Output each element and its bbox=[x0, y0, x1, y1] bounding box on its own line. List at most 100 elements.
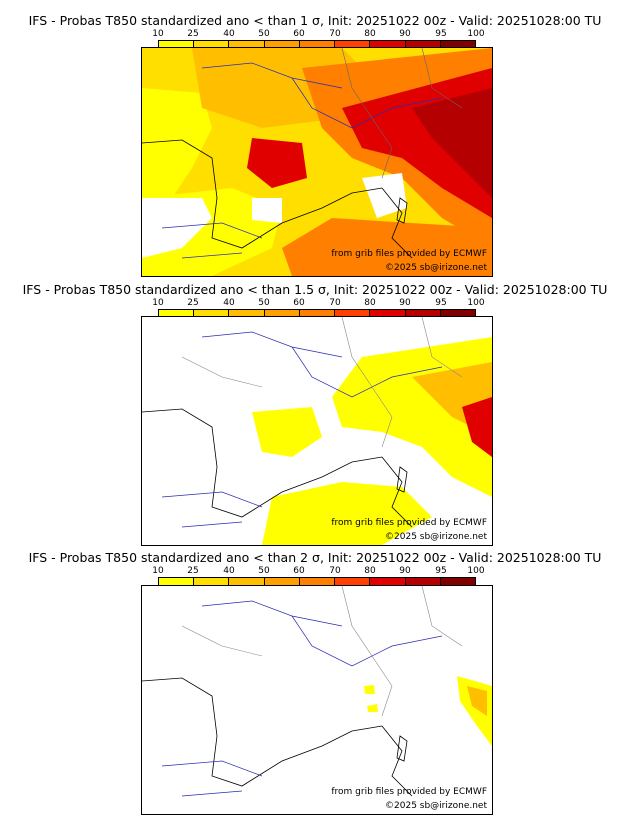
map-field bbox=[142, 586, 492, 814]
colorbar-tick: 25 bbox=[187, 566, 199, 576]
colorbar-tick: 70 bbox=[329, 29, 341, 39]
colorbar-tick: 95 bbox=[435, 298, 447, 308]
credit-source: from grib files provided by ECMWF bbox=[331, 518, 487, 528]
map-panel-1-5sigma: IFS - Probas T850 standardized ano < tha… bbox=[0, 283, 630, 553]
colorbar: 10 25 40 50 60 70 80 90 95 100 bbox=[152, 298, 485, 325]
panel-title: IFS - Probas T850 standardized ano < tha… bbox=[28, 550, 602, 565]
colorbar-swatch bbox=[440, 41, 475, 49]
colorbar-tick: 25 bbox=[187, 298, 199, 308]
map-panel-1sigma: IFS - Probas T850 standardized ano < tha… bbox=[0, 14, 630, 284]
borders bbox=[181, 586, 463, 717]
colorbar-tick: 70 bbox=[329, 298, 341, 308]
borders bbox=[341, 48, 463, 179]
colorbar-swatches bbox=[158, 309, 476, 319]
colorbar-tick: 95 bbox=[435, 566, 447, 576]
map-field bbox=[142, 48, 492, 276]
credit-source: from grib files provided by ECMWF bbox=[331, 249, 487, 259]
colorbar-tick: 80 bbox=[364, 29, 376, 39]
colorbar-swatch bbox=[370, 310, 406, 318]
prob-area-low bbox=[364, 685, 375, 694]
probability-map: from grib files provided by ECMWF ©2025 … bbox=[141, 585, 493, 815]
panel-title: IFS - Probas T850 standardized ano < tha… bbox=[22, 282, 608, 297]
prob-area-zero bbox=[377, 445, 407, 482]
rivers bbox=[161, 760, 263, 797]
colorbar-tick: 50 bbox=[258, 566, 270, 576]
prob-area-low bbox=[262, 482, 432, 545]
colorbar-swatch bbox=[264, 41, 300, 49]
colorbar-tick: 40 bbox=[223, 566, 235, 576]
prob-area-extreme bbox=[412, 88, 492, 198]
corsica bbox=[396, 466, 408, 493]
colorbar-swatch bbox=[159, 310, 195, 318]
rivers bbox=[201, 600, 443, 667]
colorbar-swatch bbox=[405, 41, 441, 49]
colorbar-swatch bbox=[335, 41, 371, 49]
rivers bbox=[161, 491, 263, 528]
map-field bbox=[142, 317, 492, 545]
coastline bbox=[142, 677, 413, 797]
colorbar-tick: 80 bbox=[364, 566, 376, 576]
colorbar-tick: 10 bbox=[152, 298, 164, 308]
colorbar-tick: 40 bbox=[223, 29, 235, 39]
coastline bbox=[142, 408, 413, 528]
colorbar-tick: 10 bbox=[152, 566, 164, 576]
prob-area-zero bbox=[252, 198, 282, 223]
colorbar-tick: 100 bbox=[467, 29, 485, 39]
prob-field-base bbox=[142, 586, 492, 814]
colorbar-tick: 90 bbox=[399, 298, 411, 308]
colorbar-swatch bbox=[229, 41, 265, 49]
prob-area-low bbox=[142, 88, 212, 198]
colorbar-swatch bbox=[194, 41, 230, 49]
colorbar-tick: 60 bbox=[293, 298, 305, 308]
colorbar-tick: 50 bbox=[258, 298, 270, 308]
colorbar-swatch bbox=[370, 41, 406, 49]
credit-copyright: ©2025 sb@irizone.net bbox=[385, 532, 487, 542]
colorbar-swatch bbox=[159, 578, 195, 586]
colorbar-swatch bbox=[440, 578, 475, 586]
credit-copyright: ©2025 sb@irizone.net bbox=[385, 801, 487, 811]
prob-area-low bbox=[252, 407, 322, 457]
probability-map: from grib files provided by ECMWF ©2025 … bbox=[141, 47, 493, 277]
colorbar-swatch bbox=[229, 310, 265, 318]
colorbar-tick: 100 bbox=[467, 566, 485, 576]
prob-area-low bbox=[367, 704, 378, 712]
prob-area-high bbox=[282, 218, 492, 276]
colorbar-tick: 10 bbox=[152, 29, 164, 39]
rivers bbox=[201, 331, 443, 398]
coastline bbox=[142, 139, 413, 259]
probability-map: from grib files provided by ECMWF ©2025 … bbox=[141, 316, 493, 546]
colorbar-swatch bbox=[194, 310, 230, 318]
colorbar-tick: 100 bbox=[467, 298, 485, 308]
prob-area-veryhigh bbox=[462, 397, 492, 457]
prob-area-zero bbox=[362, 173, 407, 218]
prob-area-zero bbox=[142, 198, 212, 258]
colorbar-tick: 95 bbox=[435, 29, 447, 39]
colorbar-tick: 60 bbox=[293, 29, 305, 39]
colorbar-swatch bbox=[229, 578, 265, 586]
credit-copyright: ©2025 sb@irizone.net bbox=[385, 263, 487, 273]
colorbar-tick: 90 bbox=[399, 29, 411, 39]
colorbar-tick: 50 bbox=[258, 29, 270, 39]
colorbar-tick: 60 bbox=[293, 566, 305, 576]
map-panel-2sigma: IFS - Probas T850 standardized ano < tha… bbox=[0, 551, 630, 821]
rivers bbox=[201, 62, 443, 129]
colorbar-swatch bbox=[405, 310, 441, 318]
colorbar-swatch bbox=[405, 578, 441, 586]
colorbar-tick: 70 bbox=[329, 566, 341, 576]
colorbar-swatch bbox=[370, 578, 406, 586]
credit-source: from grib files provided by ECMWF bbox=[331, 787, 487, 797]
colorbar-swatch bbox=[299, 41, 336, 49]
colorbar-tick: 80 bbox=[364, 298, 376, 308]
colorbar-tick: 40 bbox=[223, 298, 235, 308]
borders bbox=[181, 317, 463, 448]
colorbar-tick: 25 bbox=[187, 29, 199, 39]
colorbar-swatch bbox=[159, 41, 195, 49]
rivers bbox=[161, 222, 263, 259]
colorbar-tick: 90 bbox=[399, 566, 411, 576]
colorbar-swatch bbox=[299, 310, 336, 318]
corsica bbox=[396, 735, 408, 762]
prob-area-veryhigh bbox=[247, 138, 307, 188]
colorbar-swatch bbox=[194, 578, 230, 586]
corsica bbox=[396, 197, 408, 224]
colorbar-swatch bbox=[440, 310, 475, 318]
